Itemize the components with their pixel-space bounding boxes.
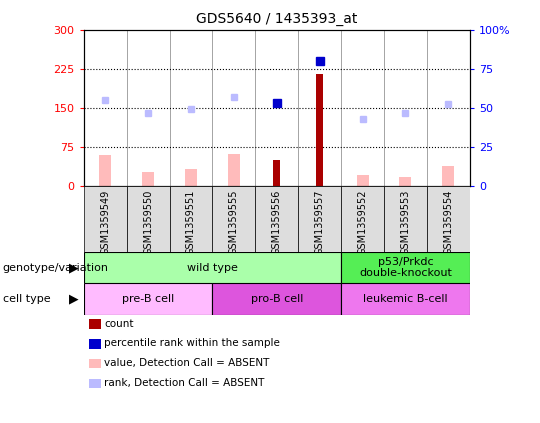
- Text: rank, Detection Call = ABSENT: rank, Detection Call = ABSENT: [104, 378, 265, 388]
- Text: GSM1359553: GSM1359553: [401, 190, 410, 255]
- Bar: [84, 186, 126, 252]
- Title: GDS5640 / 1435393_at: GDS5640 / 1435393_at: [196, 12, 357, 26]
- Text: p53/Prkdc
double-knockout: p53/Prkdc double-knockout: [359, 257, 452, 278]
- Text: GSM1359551: GSM1359551: [186, 190, 196, 255]
- Text: GSM1359556: GSM1359556: [272, 190, 282, 255]
- Bar: [298, 186, 341, 252]
- Bar: [427, 186, 470, 252]
- Bar: [170, 186, 212, 252]
- Text: percentile rank within the sample: percentile rank within the sample: [104, 338, 280, 349]
- Bar: [99, 155, 111, 186]
- Text: GSM1359550: GSM1359550: [143, 190, 153, 255]
- Bar: [255, 186, 298, 252]
- Bar: [185, 170, 197, 186]
- Text: genotype/variation: genotype/variation: [3, 263, 109, 272]
- Bar: [84, 252, 341, 283]
- Text: ▶: ▶: [69, 261, 78, 274]
- Text: GSM1359549: GSM1359549: [100, 190, 110, 255]
- Text: wild type: wild type: [187, 263, 238, 272]
- Bar: [341, 252, 470, 283]
- Bar: [212, 283, 341, 315]
- Text: leukemic B-cell: leukemic B-cell: [363, 294, 448, 304]
- Text: count: count: [104, 319, 134, 329]
- Text: GSM1359552: GSM1359552: [357, 190, 368, 255]
- Bar: [126, 186, 170, 252]
- Text: value, Detection Call = ABSENT: value, Detection Call = ABSENT: [104, 358, 269, 368]
- Text: pre-B cell: pre-B cell: [122, 294, 174, 304]
- Text: GSM1359555: GSM1359555: [229, 190, 239, 255]
- Bar: [228, 154, 240, 186]
- Text: GSM1359557: GSM1359557: [315, 190, 325, 255]
- Bar: [341, 283, 470, 315]
- Text: cell type: cell type: [3, 294, 50, 304]
- Bar: [400, 177, 411, 186]
- Bar: [356, 175, 369, 186]
- Text: pro-B cell: pro-B cell: [251, 294, 303, 304]
- Bar: [212, 186, 255, 252]
- Text: GSM1359554: GSM1359554: [443, 190, 454, 255]
- Bar: [442, 166, 454, 186]
- Text: ▶: ▶: [69, 293, 78, 306]
- Bar: [341, 186, 384, 252]
- Bar: [142, 171, 154, 186]
- Bar: [384, 186, 427, 252]
- Bar: [273, 160, 280, 186]
- Bar: [316, 74, 323, 186]
- Bar: [84, 283, 212, 315]
